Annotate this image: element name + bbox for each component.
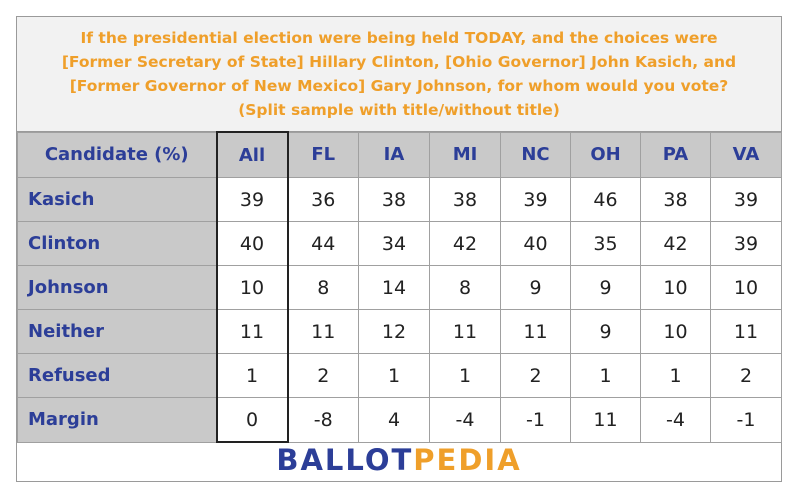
- table-cell: 12: [358, 309, 430, 354]
- column-header-va: VA: [710, 131, 782, 178]
- table-cell: 8: [429, 265, 501, 310]
- row-label: Kasich: [17, 177, 217, 222]
- question-line: If the presidential election were being …: [80, 29, 718, 47]
- candidate-header: Candidate (%): [17, 131, 217, 178]
- row-label: Neither: [17, 309, 217, 354]
- question-line: [Former Governor of New Mexico] Gary Joh…: [69, 77, 729, 95]
- table-row: Clinton 40 44 34 42 40 35 42 39: [17, 221, 782, 266]
- column-header-pa: PA: [640, 131, 711, 178]
- row-label: Johnson: [17, 265, 217, 310]
- table-cell: 40: [215, 221, 289, 266]
- table-cell: 8: [287, 265, 359, 310]
- table-row: Johnson 10 8 14 8 9 9 10 10: [17, 265, 782, 310]
- column-header-mi: MI: [429, 131, 501, 178]
- table-cell: 11: [500, 309, 571, 354]
- table-cell: 1: [215, 353, 289, 398]
- row-label: Clinton: [17, 221, 217, 266]
- table-row: Refused 1 2 1 1 2 1 1 2: [17, 353, 782, 398]
- table-cell: 10: [710, 265, 782, 310]
- table-cell: -1: [710, 397, 782, 443]
- table-cell: 46: [570, 177, 641, 222]
- table-cell: 2: [500, 353, 571, 398]
- table-cell: 39: [710, 221, 782, 266]
- column-header-all: All: [215, 131, 289, 178]
- header-row: Candidate (%) All FL IA MI NC OH PA VA: [17, 131, 782, 178]
- table-cell: 36: [287, 177, 359, 222]
- table-cell: 39: [500, 177, 571, 222]
- table-cell: 1: [570, 353, 641, 398]
- table-cell: 9: [570, 265, 641, 310]
- table-cell: 4: [358, 397, 430, 443]
- logo-part-pedia: PEDIA: [413, 442, 522, 477]
- table-cell: 11: [287, 309, 359, 354]
- table-row: Kasich 39 36 38 38 39 46 38 39: [17, 177, 782, 222]
- table-cell: 42: [640, 221, 711, 266]
- table-cell: 44: [287, 221, 359, 266]
- table-cell: 38: [358, 177, 430, 222]
- column-header-fl: FL: [287, 131, 359, 178]
- poll-question: If the presidential election were being …: [17, 17, 781, 132]
- table-cell: -8: [287, 397, 359, 443]
- table-cell: 39: [215, 177, 289, 222]
- table-row: Neither 11 11 12 11 11 9 10 11: [17, 309, 782, 354]
- table-cell: 9: [500, 265, 571, 310]
- question-line: [Former Secretary of State] Hillary Clin…: [61, 53, 737, 71]
- column-header-ia: IA: [358, 131, 430, 178]
- table-cell: 34: [358, 221, 430, 266]
- row-label: Refused: [17, 353, 217, 398]
- table-cell: 10: [640, 265, 711, 310]
- table-cell: -1: [500, 397, 571, 443]
- row-label: Margin: [17, 397, 217, 443]
- table-cell: 11: [215, 309, 289, 354]
- ballotpedia-logo: BALLOT PEDIA: [17, 438, 781, 481]
- table-row: Margin 0 -8 4 -4 -1 11 -4 -1: [17, 397, 782, 443]
- results-table: Candidate (%) All FL IA MI NC OH PA VA K…: [17, 131, 782, 443]
- table-cell: 11: [710, 309, 782, 354]
- table-cell: 35: [570, 221, 641, 266]
- table-cell: 38: [429, 177, 501, 222]
- question-line: (Split sample with title/without title): [238, 101, 560, 119]
- column-header-nc: NC: [500, 131, 571, 178]
- table-cell: 14: [358, 265, 430, 310]
- table-cell: -4: [429, 397, 501, 443]
- table-cell: 1: [429, 353, 501, 398]
- table-cell: 42: [429, 221, 501, 266]
- table-cell: 1: [358, 353, 430, 398]
- table-cell: 10: [215, 265, 289, 310]
- table-cell: -4: [640, 397, 711, 443]
- table-cell: 2: [287, 353, 359, 398]
- table-cell: 0: [215, 397, 289, 443]
- table-cell: 38: [640, 177, 711, 222]
- table-cell: 9: [570, 309, 641, 354]
- table-cell: 2: [710, 353, 782, 398]
- column-header-oh: OH: [570, 131, 641, 178]
- table-cell: 10: [640, 309, 711, 354]
- table-cell: 1: [640, 353, 711, 398]
- table-cell: 11: [429, 309, 501, 354]
- table-cell: 39: [710, 177, 782, 222]
- logo-part-ballot: BALLOT: [276, 442, 414, 477]
- poll-card: If the presidential election were being …: [16, 16, 782, 482]
- table-cell: 40: [500, 221, 571, 266]
- table-cell: 11: [570, 397, 641, 443]
